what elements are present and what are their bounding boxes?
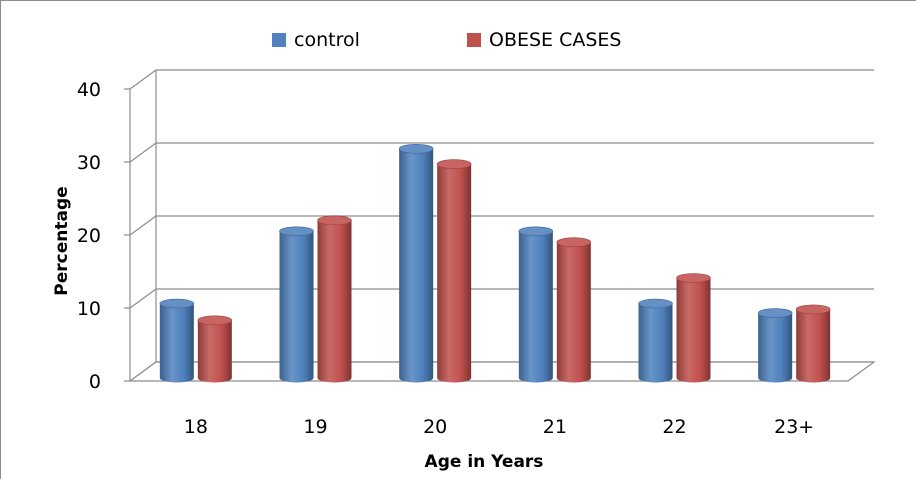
bar-body	[437, 164, 472, 383]
bar-control-19	[279, 226, 314, 383]
x-axis-title: Age in Years	[425, 452, 544, 472]
bar-top	[436, 159, 472, 169]
x-tick-label: 22	[662, 416, 686, 438]
y-tick-labels: 0 10 20 30 40	[77, 79, 101, 393]
bar-body	[556, 242, 591, 383]
legend-label-obese-cases: OBESE CASES	[489, 29, 622, 51]
bar-obese-cases-22	[676, 273, 711, 383]
y-tick-label: 40	[77, 79, 101, 101]
gridline-side	[129, 142, 157, 163]
bar-top	[398, 143, 434, 154]
bar-top	[518, 226, 554, 237]
gridline-side	[129, 215, 157, 236]
bar-body	[518, 231, 553, 383]
bar-control-21	[518, 226, 554, 383]
x-tick-label: 20	[423, 416, 447, 438]
bar-body	[638, 303, 673, 383]
x-tick-label: 19	[303, 416, 327, 438]
bar-obese-cases-21	[556, 237, 592, 383]
bars	[159, 143, 831, 383]
y-tick-label: 20	[77, 225, 101, 247]
bar-control-18	[159, 298, 195, 383]
gridline-side	[129, 288, 157, 309]
bar-top	[556, 237, 592, 248]
x-tick-labels: 18 19 20 21 22 23+	[184, 416, 814, 438]
bar-body	[197, 320, 232, 383]
bar-obese-cases-18	[197, 315, 233, 383]
bar-top	[676, 273, 711, 283]
bar-top	[757, 308, 793, 318]
bar-obese-cases-23+	[795, 304, 831, 383]
bar-top	[279, 226, 314, 237]
gridlines	[124, 69, 874, 382]
y-tick-label: 0	[89, 371, 101, 393]
bar-body	[796, 309, 831, 383]
bar-obese-cases-20	[436, 159, 472, 383]
bar-body	[317, 220, 352, 383]
y-tick-label: 10	[77, 298, 101, 320]
bar-body	[279, 231, 314, 383]
bar-body	[399, 148, 434, 383]
bar-top	[638, 298, 673, 309]
bar-body	[676, 277, 711, 383]
x-tick-label: 21	[543, 416, 567, 438]
legend-swatch-obese-cases	[467, 33, 481, 47]
y-tick-label: 30	[77, 152, 101, 174]
bar-body	[758, 313, 793, 383]
bar-control-23+	[757, 308, 793, 383]
x-tick-label: 18	[184, 416, 208, 438]
legend-label-control: control	[294, 29, 360, 51]
bar-obese-cases-19	[317, 215, 352, 383]
bar-control-20	[398, 143, 434, 383]
bar-top	[197, 315, 233, 326]
bar-top	[795, 304, 831, 315]
gridline-side	[129, 69, 157, 90]
y-axis-title: Percentage	[52, 186, 72, 295]
legend: control OBESE CASES	[272, 29, 622, 51]
bar-top	[317, 215, 352, 226]
bar-control-22	[638, 298, 673, 383]
x-tick-label: 23+	[774, 416, 814, 438]
bar-top	[159, 298, 195, 309]
bar-body	[159, 303, 194, 383]
legend-swatch-control	[272, 33, 286, 47]
